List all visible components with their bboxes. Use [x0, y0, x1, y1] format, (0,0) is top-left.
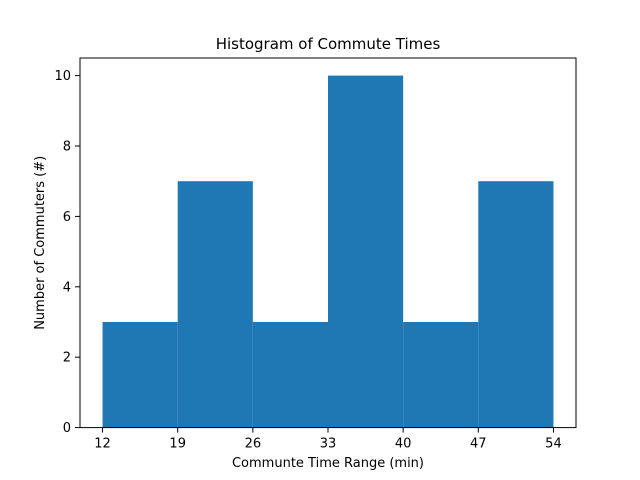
y-tick-label-4: 8: [63, 140, 71, 155]
x-tick-label-2: 26: [245, 437, 262, 452]
x-axis-label: Communte Time Range (min): [232, 456, 424, 471]
x-tick-label-4: 40: [395, 437, 412, 452]
histogram-bar-3: [328, 75, 404, 428]
y-tick-label-3: 6: [63, 210, 71, 225]
histogram-bar-5: [478, 181, 554, 428]
bars-group: [102, 75, 554, 428]
y-tick-label-1: 2: [63, 351, 71, 366]
x-tick-label-1: 19: [169, 437, 186, 452]
x-tick-label-5: 47: [470, 437, 487, 452]
histogram-bar-0: [102, 322, 178, 428]
y-axis-label: Number of Commuters (#): [33, 156, 48, 330]
y-tick-label-2: 4: [63, 280, 71, 295]
y-axis-ticks: 0 2 4 6 8 10: [54, 69, 80, 436]
y-tick-label-5: 10: [54, 69, 71, 84]
histogram-bar-4: [403, 322, 479, 428]
x-tick-label-0: 12: [94, 437, 111, 452]
x-tick-label-3: 33: [320, 437, 337, 452]
histogram-bar-1: [177, 181, 253, 428]
x-tick-label-6: 54: [545, 437, 562, 452]
histogram-bar-2: [252, 322, 328, 428]
chart-title: Histogram of Commute Times: [216, 35, 441, 53]
y-tick-label-0: 0: [63, 421, 71, 436]
x-axis-ticks: 12 19 26 33 40 47 54: [94, 427, 562, 452]
